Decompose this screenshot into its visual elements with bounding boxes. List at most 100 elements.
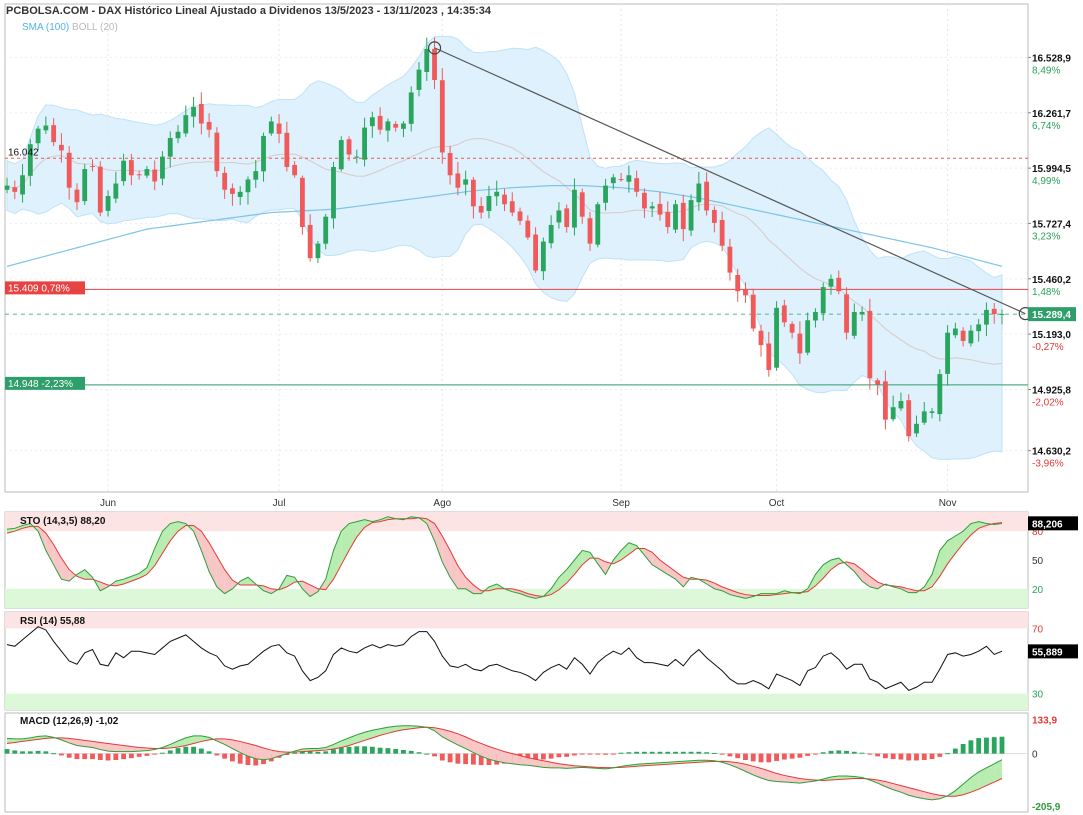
price-tick-label: 15.193,0	[1032, 330, 1071, 341]
macd-histogram-bar	[393, 749, 399, 754]
macd-histogram-bar	[90, 753, 95, 760]
macd-fill	[978, 767, 987, 790]
macd-histogram-bar	[564, 753, 570, 757]
macd-fill	[753, 766, 762, 778]
macd-histogram-bar	[696, 751, 702, 754]
candle-body	[439, 80, 445, 153]
macd-fill	[986, 763, 995, 786]
macd-histogram-bar	[657, 751, 663, 754]
macd-histogram-bar	[540, 753, 546, 760]
candle-body	[789, 323, 795, 333]
stoch-legend: STO (14,3,5) 88,20	[20, 516, 106, 527]
candle-body	[649, 206, 655, 209]
macd-histogram-bar	[167, 750, 173, 754]
macd-histogram-bar	[424, 753, 430, 755]
macd-histogram-bar	[408, 750, 414, 754]
candle-body	[424, 48, 430, 72]
macd-histogram-bar	[781, 753, 787, 760]
macd-histogram-bar	[890, 753, 896, 760]
macd-fill	[434, 727, 443, 737]
rsi-value-badge	[1028, 644, 1078, 659]
candle-body	[657, 203, 663, 215]
macd-fill	[729, 761, 738, 768]
candle-body	[665, 211, 671, 228]
macd-histogram-bar	[160, 752, 165, 754]
price-tick-pct: -3,96%	[1032, 459, 1064, 470]
macd-histogram-bar	[673, 751, 678, 754]
stoch-fill	[154, 531, 163, 566]
candle-body	[890, 407, 896, 420]
macd-histogram-bar	[774, 753, 779, 761]
price-tick-pct: 3,23%	[1032, 231, 1060, 242]
stoch-fill	[846, 561, 855, 572]
bollinger-band	[6, 35, 1003, 460]
macd-fill	[115, 744, 124, 752]
candle-body	[307, 224, 313, 259]
candle-body	[237, 191, 243, 197]
rsi-value-label: 55,889	[1032, 647, 1063, 658]
macd-fill	[255, 745, 264, 760]
macd-fill	[496, 749, 505, 763]
macd-histogram-bar	[766, 753, 772, 763]
macd-fill	[776, 773, 785, 783]
candle-body	[268, 121, 274, 134]
macd-histogram-bar	[626, 752, 632, 754]
stoch-fill	[53, 544, 62, 580]
macd-fill	[170, 740, 179, 749]
macd-histogram-bar	[66, 753, 72, 758]
stoch-fill	[356, 519, 365, 537]
candle-body	[160, 156, 165, 179]
candle-body	[401, 123, 406, 129]
macd-histogram-bar	[735, 753, 741, 759]
macd-signal-line	[6, 726, 1003, 797]
macd-histogram-bar	[976, 738, 982, 754]
stoch-fill	[551, 577, 559, 595]
chart-title: PCBOLSA.COM - DAX Histórico Lineal Ajust…	[6, 5, 491, 17]
candle-body	[35, 128, 41, 144]
candle-body	[385, 121, 391, 131]
stoch-fill	[706, 580, 715, 589]
macd-histogram-bar	[214, 753, 220, 756]
macd-histogram-bar	[688, 751, 694, 754]
candle-body	[463, 179, 469, 185]
rsi-line	[6, 626, 1003, 691]
stoch-fill	[652, 552, 660, 570]
candle-body	[743, 289, 748, 296]
candle-body	[797, 333, 803, 354]
candle-body	[494, 191, 500, 197]
stoch-tick-label: 80	[1032, 527, 1044, 538]
candle-body	[999, 314, 1005, 316]
macd-histogram-bar	[875, 753, 881, 757]
stoch-fill	[45, 533, 54, 565]
candle-body	[51, 125, 57, 143]
candle-body	[191, 106, 196, 117]
stoch-fill	[675, 571, 684, 587]
macd-histogram-bar	[595, 753, 601, 755]
candle-body	[572, 189, 577, 228]
candle-body	[945, 332, 950, 374]
stoch-fill	[955, 531, 964, 554]
month-label: Jul	[273, 498, 286, 509]
candle-body	[525, 220, 531, 238]
macd-histogram-bar	[750, 753, 756, 762]
stoch-value-badge	[1028, 516, 1078, 531]
macd-histogram-bar	[27, 751, 33, 754]
candle-body	[626, 175, 632, 182]
macd-histogram-bar	[704, 752, 710, 754]
macd-histogram-bar	[859, 752, 865, 754]
candle-body	[4, 185, 10, 190]
macd-histogram-bar	[206, 751, 212, 754]
candle-body	[59, 144, 64, 151]
candle-body	[27, 144, 33, 176]
stoch-fill	[341, 523, 350, 565]
stoch-fill	[963, 523, 971, 544]
stoch-tick-label: 50	[1032, 556, 1044, 567]
candle-body	[984, 309, 989, 325]
macd-histogram-bar	[642, 751, 647, 754]
stoch-fill	[667, 565, 676, 580]
candle-body	[20, 175, 25, 195]
trendline-handle-start[interactable]	[427, 41, 442, 55]
stoch-fill	[644, 548, 653, 565]
bollinger-mid-line	[6, 137, 1003, 365]
